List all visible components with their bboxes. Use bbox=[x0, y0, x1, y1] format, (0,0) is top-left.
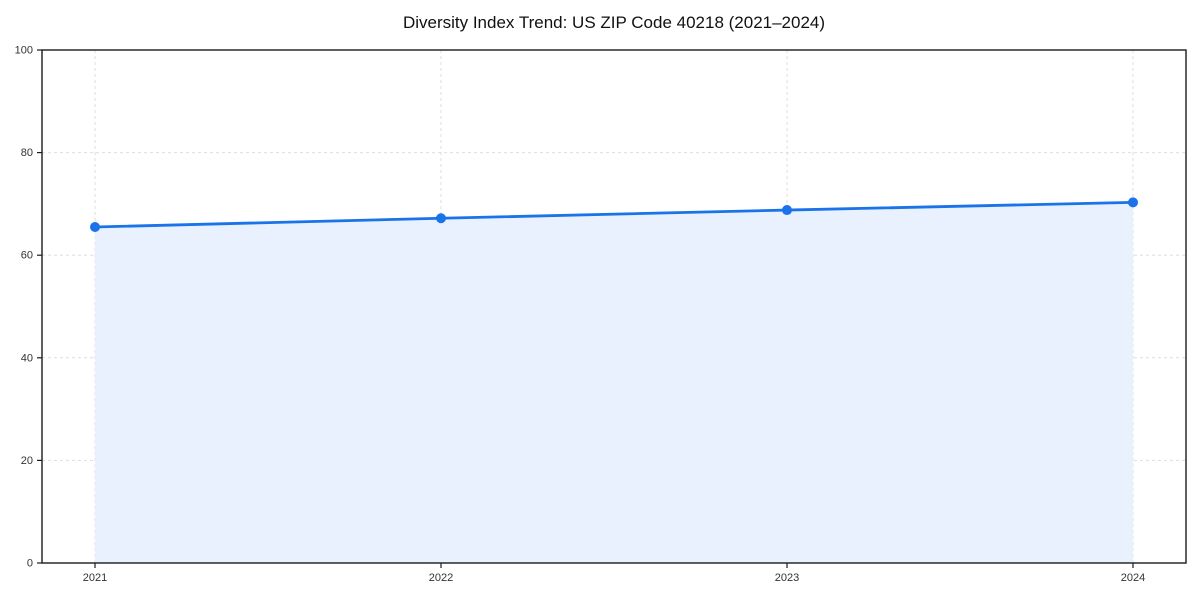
plot-area: 0 20 40 60 80 100 2021 2022 2023 2024 bbox=[15, 45, 1187, 585]
chart-title: Diversity Index Trend: US ZIP Code 40218… bbox=[403, 13, 825, 32]
data-point-2021 bbox=[90, 221, 100, 232]
x-tick-label: 2021 bbox=[83, 572, 107, 584]
axis-ticks bbox=[37, 49, 1134, 568]
y-tick-label: 0 bbox=[27, 558, 33, 570]
axis-labels: 0 20 40 60 80 100 2021 2022 2023 2024 bbox=[15, 45, 1146, 585]
axes-frame bbox=[41, 49, 1187, 564]
trend-line bbox=[93, 200, 1135, 229]
area-series bbox=[95, 202, 1133, 563]
y-tick-label: 100 bbox=[15, 45, 33, 57]
x-tick-label: 2022 bbox=[429, 572, 453, 584]
x-tick-label: 2023 bbox=[775, 572, 799, 584]
y-tick-label: 60 bbox=[21, 250, 33, 262]
y-tick-label: 80 bbox=[21, 147, 33, 159]
data-point-2023 bbox=[782, 205, 792, 216]
data-point-2022 bbox=[436, 213, 446, 224]
y-tick-label: 20 bbox=[21, 455, 33, 467]
data-point-2024 bbox=[1128, 197, 1138, 208]
y-tick-label: 40 bbox=[21, 352, 33, 364]
data-points bbox=[90, 197, 1138, 232]
x-tick-label: 2024 bbox=[1121, 572, 1145, 584]
